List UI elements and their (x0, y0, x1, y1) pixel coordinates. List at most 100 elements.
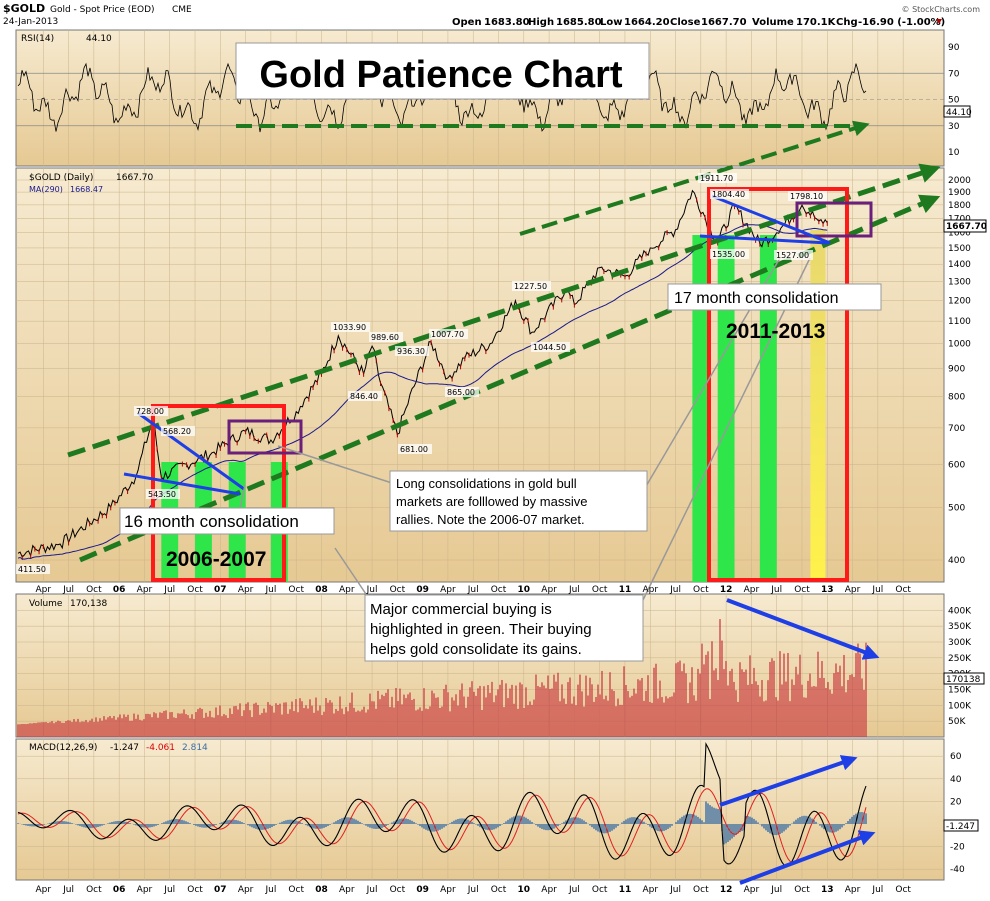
callout-major-box (364, 594, 644, 662)
macd-line (17, 742, 867, 867)
callout-major-3: helps gold consolidate its gains. (370, 641, 582, 658)
price-annotation: 1227.50 (514, 282, 547, 291)
price-tick-label: 1000 (948, 340, 971, 350)
rsi-tick-label: 10 (948, 148, 960, 158)
annotation-bg (331, 322, 370, 332)
chart-title: Gold Patience Chart (259, 54, 623, 96)
chg-down-icon (936, 19, 942, 24)
svg-text:-1.247: -1.247 (946, 822, 975, 832)
x-tick-label-macd: Jul (163, 885, 175, 895)
volume-bars (17, 619, 867, 737)
annotation-bg (512, 281, 551, 291)
price-label-value: 1667.70 (116, 173, 153, 183)
x-tick-label-price: Oct (794, 585, 810, 595)
callout-17-month: 17 month consolidation (674, 290, 839, 307)
x-tick-label-price: 06 (113, 585, 126, 595)
price-annotation: 1804.40 (712, 190, 745, 199)
pointer-major-2011 (642, 257, 811, 601)
upper-trend-line (67, 163, 941, 458)
annotation-bg (774, 250, 813, 260)
annotation-bg (429, 329, 468, 339)
price-annotation: 1044.50 (533, 343, 566, 352)
low-label: Low (600, 17, 622, 28)
x-tick-label-price: Apr (642, 585, 658, 595)
pointer-major-2006 (334, 547, 371, 601)
x-tick-label-price: Oct (491, 585, 507, 595)
volume-tick-label: 150K (948, 686, 972, 696)
high-value: 1685.80 (556, 17, 602, 28)
volume-down-arrow (726, 598, 880, 660)
price-annotation: 681.00 (400, 445, 428, 454)
macd-value-1: -1.247 (110, 743, 139, 753)
annotation-bg (788, 191, 827, 201)
volume-panel-value: 170,138 (70, 599, 107, 609)
annotation-bg (531, 342, 570, 352)
blue-triangle-lower-2011 (699, 234, 829, 245)
x-tick-label-macd: 07 (214, 885, 227, 895)
x-tick-label-macd: Oct (288, 885, 304, 895)
price-annotation: 865.00 (447, 388, 475, 397)
green-bar (692, 235, 710, 582)
price-tick-label: 1400 (948, 260, 971, 270)
macd-value-2: -4.061 (146, 743, 175, 753)
price-annotation: 411.50 (18, 565, 46, 574)
x-tick-label-macd: Oct (693, 885, 709, 895)
close-label: Close (670, 17, 701, 28)
x-tick-label-macd: Oct (390, 885, 406, 895)
blue-triangle-lower-2006 (123, 472, 241, 496)
macd-lower-arrow (739, 830, 876, 885)
price-annotations: 411.50 728.00 568.20 543.50 681.00 1033.90 989… (16, 173, 827, 574)
x-tick-label-macd: Oct (491, 885, 507, 895)
x-tick-label-macd: Oct (187, 885, 203, 895)
x-tick-label-price: 07 (214, 585, 227, 595)
macd-tick-label: -20 (950, 843, 965, 853)
svg-text:1667.70: 1667.70 (946, 222, 987, 232)
callout-long-3: rallies. Note the 2006-07 market. (396, 512, 585, 527)
header-name: Gold - Spot Price (EOD) (50, 5, 155, 15)
title-box (235, 42, 650, 100)
svg-text:44.10: 44.10 (946, 108, 972, 118)
x-tick-label-macd: 09 (416, 885, 429, 895)
x-tick-label-price: Apr (36, 585, 52, 595)
callout-16-month: 16 month consolidation (124, 512, 299, 531)
header-symbol: $GOLD (3, 2, 45, 15)
rsi-tick-label: 90 (948, 43, 960, 53)
price-tick-label: 1900 (948, 188, 971, 198)
volume-tick-label: 400K (948, 606, 972, 616)
low-value: 1664.20 (624, 17, 670, 28)
callout-major-2: highlighted in green. Their buying (370, 621, 592, 638)
price-tick-label: 1500 (948, 244, 971, 254)
blue-triangle-upper-2006 (137, 411, 245, 491)
x-tick-label-macd: 08 (315, 885, 328, 895)
x-tick-label-macd: 13 (821, 885, 834, 895)
callout-long-2: markets are folllowed by massive (396, 494, 587, 509)
macd-panel (15, 738, 945, 881)
x-tick-label-price: Jul (62, 585, 74, 595)
macd-upper-arrow (719, 755, 858, 807)
close-value: 1667.70 (701, 17, 747, 28)
price-annotation: 989.60 (371, 333, 399, 342)
volume-tick-label: 250K (948, 654, 972, 664)
annotation-bg (710, 189, 749, 199)
macd-series (17, 742, 867, 867)
price-tick-label: 1700 (948, 214, 971, 224)
annotation-bg (16, 564, 50, 574)
x-tick-label-macd: Apr (744, 885, 760, 895)
price-tick-label: 700 (948, 424, 965, 434)
x-tick-label-macd: Oct (794, 885, 810, 895)
x-tick-label-macd: Jul (770, 885, 782, 895)
svg-text:170138: 170138 (946, 675, 981, 685)
x-tick-label-price: Oct (86, 585, 102, 595)
x-tick-label-macd: Oct (592, 885, 608, 895)
price-annotation: 1527.00 (776, 251, 809, 260)
callout-17-month-box (667, 283, 882, 311)
x-tick-label-price: Jul (467, 585, 479, 595)
x-tick-label-macd: Oct (86, 885, 102, 895)
price-annotation: 728.00 (136, 407, 164, 416)
callout-long-box (389, 470, 648, 532)
macd-value-3: 2.814 (182, 743, 208, 753)
volume-current-tag: 170138 (943, 672, 985, 685)
x-tick-label-macd: Jul (62, 885, 74, 895)
price-annotation: 936.30 (397, 347, 425, 356)
